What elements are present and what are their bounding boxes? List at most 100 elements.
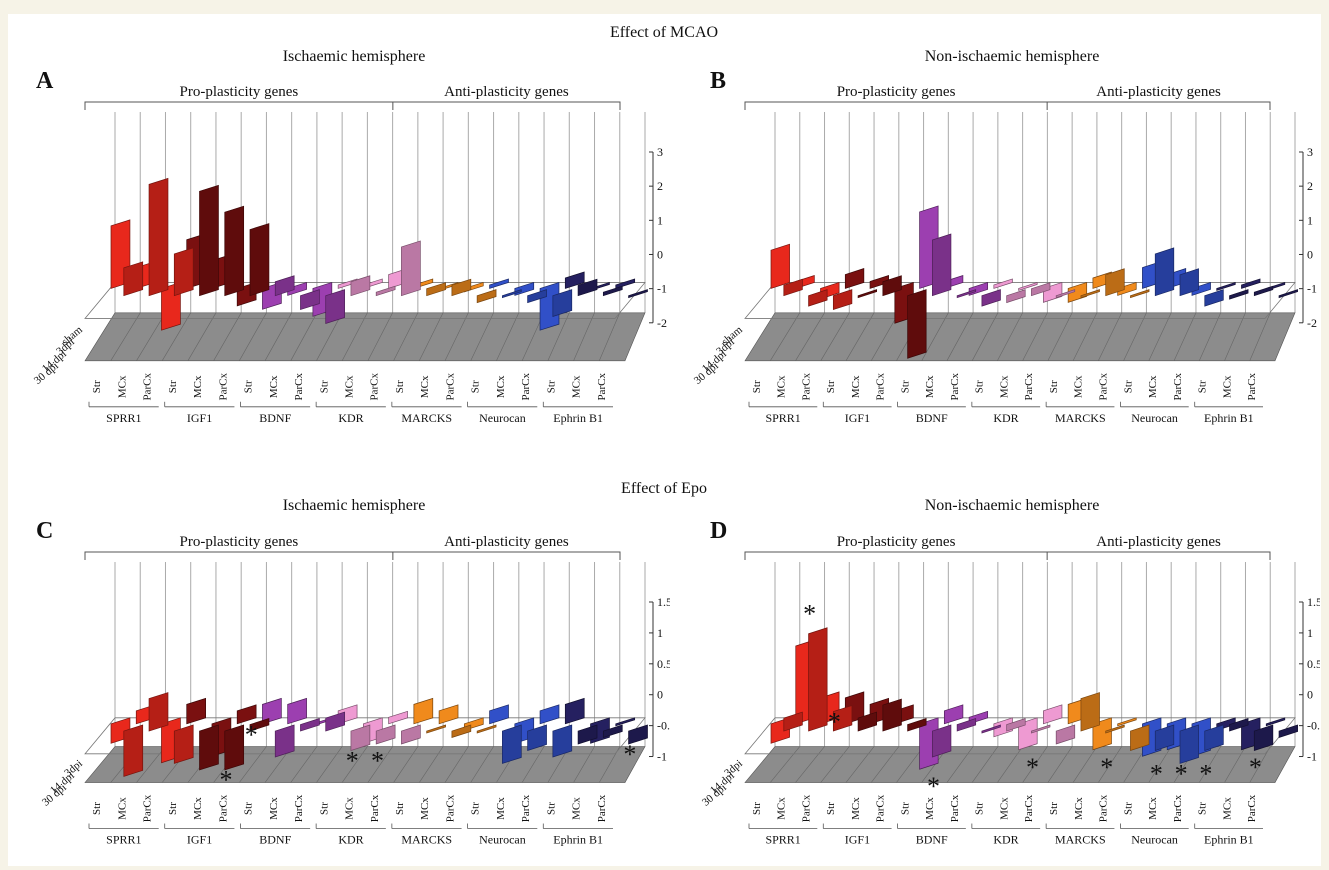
floor-divider [1199, 312, 1221, 361]
bar-marcks-str [426, 282, 446, 297]
bar-bdnf-str [274, 724, 295, 758]
bar-ephrin-b1-str [564, 271, 585, 289]
floor-divider [1047, 312, 1073, 361]
bar-ephrin-b1-mcx [1253, 724, 1274, 751]
bar-neurocan-str [489, 278, 509, 289]
floor-divider [316, 312, 343, 361]
floor-divider [367, 746, 393, 783]
gene-label-bdnf: BDNF [916, 411, 948, 425]
bar-kdr-mcx [1031, 724, 1051, 734]
bar-sprr1-mcx [148, 692, 169, 732]
region-label-mcx: MCx [344, 375, 356, 398]
region-label-parcx: ParCx [369, 373, 381, 401]
floor-divider [820, 746, 850, 783]
bar-sprr1-parcx [832, 289, 853, 311]
floor-divider [971, 312, 999, 361]
bar-bdnf-parcx [325, 711, 345, 732]
region-label-mcx: MCx [268, 797, 280, 820]
region-label-parcx: ParCx [217, 794, 229, 822]
region-label-str: Str [243, 380, 255, 393]
region-label-str: Str [470, 380, 482, 393]
region-label-str: Str [545, 380, 557, 393]
bar-igf1-parcx [249, 718, 270, 732]
floor-divider [1022, 746, 1048, 783]
significance-asterisk: * [1175, 759, 1188, 788]
bar-kdr-mcx [375, 724, 396, 745]
region-label-mcx: MCx [850, 797, 862, 820]
bar-marcks-mcx [1105, 268, 1125, 297]
bar-igf1-str [186, 697, 206, 725]
region-label-parcx: ParCx [949, 373, 961, 401]
bar-neurocan-str [1154, 247, 1175, 297]
bar-igf1-parcx [249, 223, 270, 297]
floor-divider [470, 312, 494, 361]
region-label-mcx: MCx [998, 375, 1010, 398]
region-label-mcx: MCx [419, 797, 431, 820]
region-label-str: Str [751, 380, 763, 393]
region-label-parcx: ParCx [1246, 373, 1258, 401]
bar-neurocan-str [502, 289, 522, 299]
region-label-str: Str [899, 802, 911, 815]
region-label-mcx: MCx [571, 375, 583, 398]
bar-sprr1-str [783, 278, 803, 297]
region-label-mcx: MCx [116, 797, 128, 820]
pro-plasticity-label: Pro-plasticity genes [180, 84, 299, 100]
floor-divider [444, 746, 469, 783]
bar-ephrin-b1-mcx [1241, 278, 1261, 289]
bar-neurocan-str [1154, 724, 1175, 751]
region-label-str: Str [974, 802, 986, 815]
bar-bdnf-parcx [325, 289, 345, 324]
floor-divider [845, 312, 875, 361]
region-label-str: Str [394, 802, 406, 815]
floor-divider [521, 746, 545, 783]
bar-neurocan-mcx [527, 724, 547, 751]
bar-ephrin-b1-mcx [602, 724, 623, 738]
panel-b-title: Non-ischaemic hemisphere [924, 48, 1100, 65]
floor-divider [419, 312, 444, 361]
gene-label-ephrin-b1: Ephrin B1 [1204, 411, 1254, 425]
gene-label-sprr1: SPRR1 [106, 411, 141, 425]
region-label-parcx: ParCx [1098, 373, 1110, 401]
bar-igf1-str [857, 711, 878, 732]
floor-divider [946, 312, 974, 361]
bar-marcks-mcx [1105, 724, 1125, 734]
bar-sprr1-mcx [808, 627, 828, 732]
bar-kdr-parcx [1055, 724, 1076, 745]
bar-marcks-mcx [438, 704, 459, 725]
region-label-parcx: ParCx [217, 373, 229, 401]
significance-asterisk: * [346, 746, 359, 775]
gene-label-neurocan: Neurocan [479, 833, 526, 847]
region-label-str: Str [1197, 380, 1209, 393]
region-label-parcx: ParCx [1172, 373, 1184, 401]
anti-plasticity-bracket [1047, 101, 1271, 110]
bar-bdnf-mcx [287, 697, 307, 725]
pro-plasticity-label: Pro-plasticity genes [837, 534, 956, 550]
bar-bdnf-mcx [300, 718, 320, 732]
significance-asterisk: * [1199, 759, 1212, 788]
floor-divider [1199, 746, 1221, 783]
bar-neurocan-parcx [539, 704, 560, 725]
region-label-mcx: MCx [1221, 797, 1233, 820]
floor-divider [213, 312, 242, 361]
y-tick-label: 1 [657, 213, 663, 227]
region-label-mcx: MCx [1147, 375, 1159, 398]
floor-divider [547, 312, 570, 361]
region-label-parcx: ParCx [293, 373, 305, 401]
region-label-parcx: ParCx [520, 794, 532, 822]
bar-neurocan-parcx [552, 724, 573, 758]
bar-neurocan-parcx [1204, 289, 1224, 307]
region-label-mcx: MCx [1147, 797, 1159, 820]
region-label-mcx: MCx [1221, 375, 1233, 398]
bar-kdr-mcx [1031, 282, 1051, 297]
bar-kdr-str [350, 275, 371, 297]
bar-marcks-parcx [476, 724, 497, 734]
bar-kdr-str [993, 278, 1013, 289]
significance-asterisk: * [1249, 753, 1262, 782]
bar-ephrin-b1-parcx [615, 717, 636, 727]
bar-marcks-str [1080, 289, 1100, 299]
bar-neurocan-mcx [1179, 724, 1199, 764]
floor-divider [341, 746, 368, 783]
bar-kdr-parcx [1055, 289, 1076, 299]
region-label-mcx: MCx [192, 375, 204, 398]
region-label-parcx: ParCx [875, 794, 887, 822]
